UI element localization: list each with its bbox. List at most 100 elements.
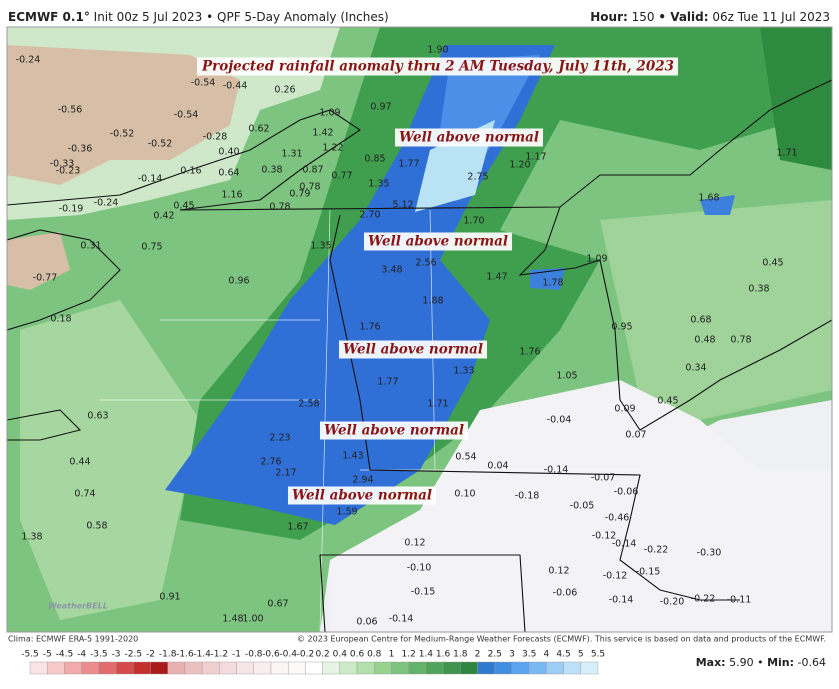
map-value: 0.78 — [730, 335, 751, 346]
map-value: 2.58 — [298, 399, 319, 410]
map-value: -0.14 — [609, 595, 634, 606]
map-value: 0.54 — [455, 452, 476, 463]
map-value: 1.43 — [342, 451, 363, 462]
map-value: 0.62 — [248, 124, 269, 135]
map-value: 0.78 — [299, 182, 320, 193]
map-value: 0.64 — [218, 168, 239, 179]
colorbar-label: 0.8 — [367, 650, 382, 660]
map-value: 1.22 — [322, 143, 343, 154]
annotation-box — [287, 486, 437, 505]
map-value: 0.38 — [748, 284, 769, 295]
map-value: 2.70 — [359, 210, 380, 221]
map-value: 2.23 — [269, 433, 290, 444]
colorbar-swatch — [167, 661, 186, 675]
colorbar-swatch — [201, 661, 220, 675]
map-value: 1.33 — [453, 366, 474, 377]
map-value: 0.77 — [331, 171, 352, 182]
coast — [7, 229, 121, 441]
colorbar-label: -3.5 — [90, 650, 108, 660]
map-value: -0.15 — [411, 587, 436, 598]
map-value: 1.38 — [21, 532, 42, 543]
map-value: 0.74 — [74, 489, 95, 500]
map-value: -0.77 — [33, 273, 58, 284]
map-value: -0.36 — [68, 144, 93, 155]
map-value: 0.95 — [611, 322, 632, 333]
colorbar-swatch — [460, 661, 478, 675]
map-value: 2.76 — [260, 457, 281, 468]
map-value: 0.96 — [228, 276, 249, 287]
product: Init 00z 5 Jul 2023 • QPF 5-Day Anomaly … — [94, 10, 389, 24]
colorbar-label: -0.8 — [245, 650, 263, 660]
colorbar-swatch — [477, 661, 495, 675]
heavy-spot — [530, 195, 735, 290]
map-value: 0.40 — [218, 147, 239, 158]
colorbar-label: -1 — [232, 650, 241, 660]
map-value: 0.07 — [625, 430, 646, 441]
colorbar-swatch — [287, 661, 306, 675]
green-light — [600, 200, 832, 420]
map-value: 0.16 — [180, 166, 201, 177]
colorbar-label: 1.8 — [453, 650, 468, 660]
colorbar-label: 5.5 — [591, 650, 605, 660]
map-value: 1.00 — [242, 614, 263, 625]
map-value: 2.94 — [352, 475, 373, 486]
map-value: -0.12 — [603, 571, 628, 582]
map-value: 1.17 — [525, 152, 546, 163]
annotation-box — [363, 232, 513, 251]
annotation: Well above normal — [292, 488, 432, 504]
colorbar-swatch — [322, 661, 341, 675]
colorbar-label: 2.5 — [488, 650, 502, 660]
map-value: 1.76 — [519, 347, 540, 358]
annotation-box — [196, 57, 679, 76]
map-value: 2.56 — [415, 258, 436, 269]
map-value: -0.46 — [605, 513, 630, 524]
max-min: Max: 5.90 • Min: -0.64 — [696, 656, 826, 669]
map-value: 1.77 — [377, 377, 398, 388]
colorbar-swatch — [494, 661, 513, 675]
colorbar-swatch — [442, 661, 461, 675]
map-value: 0.45 — [657, 396, 678, 407]
map-value: 1.42 — [312, 128, 333, 139]
map-value: 1.16 — [221, 190, 242, 201]
colorbar-swatch — [580, 661, 599, 675]
map-value: 0.09 — [614, 404, 635, 415]
watermark: WeatherBELL — [48, 602, 108, 611]
colorbar-swatch — [133, 661, 151, 675]
colorbar-swatch — [98, 661, 117, 675]
map-value: 0.34 — [685, 363, 706, 374]
map-value: -0.33 — [50, 159, 75, 170]
map-value: -0.56 — [58, 105, 83, 116]
max: 5.90 — [729, 656, 754, 669]
map-value: -0.18 — [515, 491, 540, 502]
map-value: -0.24 — [94, 198, 119, 209]
annotation: Well above normal — [368, 234, 508, 250]
map-value: -0.52 — [110, 129, 135, 140]
map-value: 0.10 — [454, 489, 475, 500]
map-value: 3.48 — [381, 265, 402, 276]
colorbar-label: -2 — [146, 650, 155, 660]
colorbar-label: -4.5 — [56, 650, 74, 660]
map-value: 0.85 — [364, 154, 385, 165]
colorbar-swatch — [270, 661, 289, 675]
colorbar-label: -0.4 — [279, 650, 297, 660]
sep: • — [757, 656, 764, 669]
colorbar-label: 5 — [578, 650, 584, 660]
map-value: 0.67 — [267, 599, 288, 610]
map-value: 1.71 — [776, 148, 797, 159]
map-value: -0.11 — [727, 595, 752, 606]
map-value: 1.68 — [698, 193, 719, 204]
colorbar-swatch — [150, 661, 168, 675]
colorbar-label: 4.5 — [556, 650, 570, 660]
map-value: -0.10 — [407, 563, 432, 574]
colorbar-label: -1.4 — [193, 650, 211, 660]
map-value: 1.70 — [463, 216, 484, 227]
colorbar-swatch — [253, 661, 272, 675]
colorbar-label: 0.4 — [333, 650, 348, 660]
map-value: -0.06 — [553, 588, 578, 599]
map-title: Projected rainfall anomaly thru 2 AM Tue… — [201, 59, 674, 75]
map-value: -0.14 — [544, 465, 569, 476]
map-value: 1.20 — [509, 160, 530, 171]
map-value: 1.48 — [222, 614, 243, 625]
colorbar-swatch — [184, 661, 203, 675]
map-value: -0.24 — [16, 55, 41, 66]
